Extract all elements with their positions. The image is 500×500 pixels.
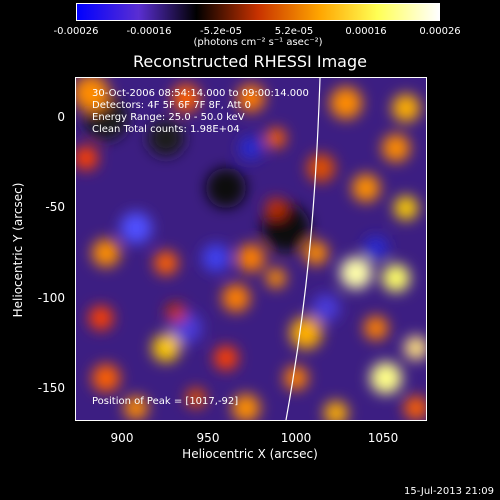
emission-blob [237,84,265,112]
emission-blob [382,134,410,162]
x-tick-label: 950 [196,431,220,445]
emission-blob [76,78,109,111]
rhessi-image-plot [75,77,427,421]
emission-blob [222,284,250,312]
emission-blob [76,146,98,170]
colorbar-tick-label: -5.2e-05 [200,26,242,37]
emission-blob [154,251,178,275]
detectors-text: Detectors: 4F 5F 6F 7F 8F, Att 0 [92,100,252,111]
emission-blob [148,120,184,156]
emission-blob [124,396,148,420]
x-tick-label: 900 [110,431,134,445]
emission-blob [266,128,286,148]
emission-blob [92,239,120,267]
emission-blob [237,244,265,272]
emission-blob [92,364,120,392]
y-tick-label: -100 [37,291,65,305]
x-axis-label: Heliocentric X (arcsec) [182,447,318,461]
rhessi-image [76,78,426,420]
emission-blob [172,84,200,112]
emission-blob [120,212,152,244]
emission-blob [307,154,335,182]
peak-position-text: Position of Peak = [1017,-92] [92,396,239,407]
emission-blob [266,268,286,288]
emission-blob [382,264,410,292]
emission-blob [239,136,263,160]
emission-blob [166,303,186,323]
time-range-text: 30-Oct-2006 08:54:14.000 to 09:00:14.000 [92,88,309,99]
timestamp-footer: 15-Jul-2013 21:09 [403,486,494,497]
colorbar-tick-label: -0.00026 [53,26,99,37]
colorbar-tick-label: 0.00016 [345,26,387,37]
emission-blob [232,394,260,420]
colorbar [76,3,440,21]
colorbar-tick-label: 5.2e-05 [274,26,314,37]
emission-blob [214,346,238,370]
colorbar-tick-label: 0.00026 [419,26,461,37]
colorbar-tick-label: -0.00016 [126,26,172,37]
emission-blob [202,244,230,272]
emission-blob [364,236,388,260]
y-tick-label: 0 [57,110,65,124]
clean-counts-text: Clean Total counts: 1.98E+04 [92,124,240,135]
y-axis-label: Heliocentric Y (arcsec) [11,182,25,318]
emission-blob [284,366,308,390]
y-tick-label: -50 [45,200,65,214]
x-tick-label: 1000 [280,431,312,445]
emission-blob [392,94,420,122]
y-tick-label: -150 [37,381,65,395]
emission-blob [266,198,286,218]
emission-blob [404,396,426,420]
emission-blob [352,174,380,202]
image-title: Reconstructed RHESSI Image [133,52,367,71]
emission-blob [394,196,418,220]
emission-blobs [76,78,426,420]
emission-blob [312,294,340,322]
emission-blob [304,241,328,265]
emission-blob [330,87,362,119]
energy-range-text: Energy Range: 25.0 - 50.0 keV [92,112,245,123]
emission-blob [89,306,113,330]
emission-blob [152,334,180,362]
solar-limb-line [285,78,321,420]
emission-blob [404,336,426,360]
x-tick-label: 1050 [367,431,399,445]
emission-blob [290,317,322,349]
emission-blob [206,168,246,208]
emission-blob [364,316,388,340]
emission-blob [186,388,206,408]
emission-blob [340,257,372,289]
emission-blob [324,401,348,420]
emission-blob [370,362,402,394]
colorbar-units: (photons cm⁻² s⁻¹ asec⁻²) [193,37,323,48]
